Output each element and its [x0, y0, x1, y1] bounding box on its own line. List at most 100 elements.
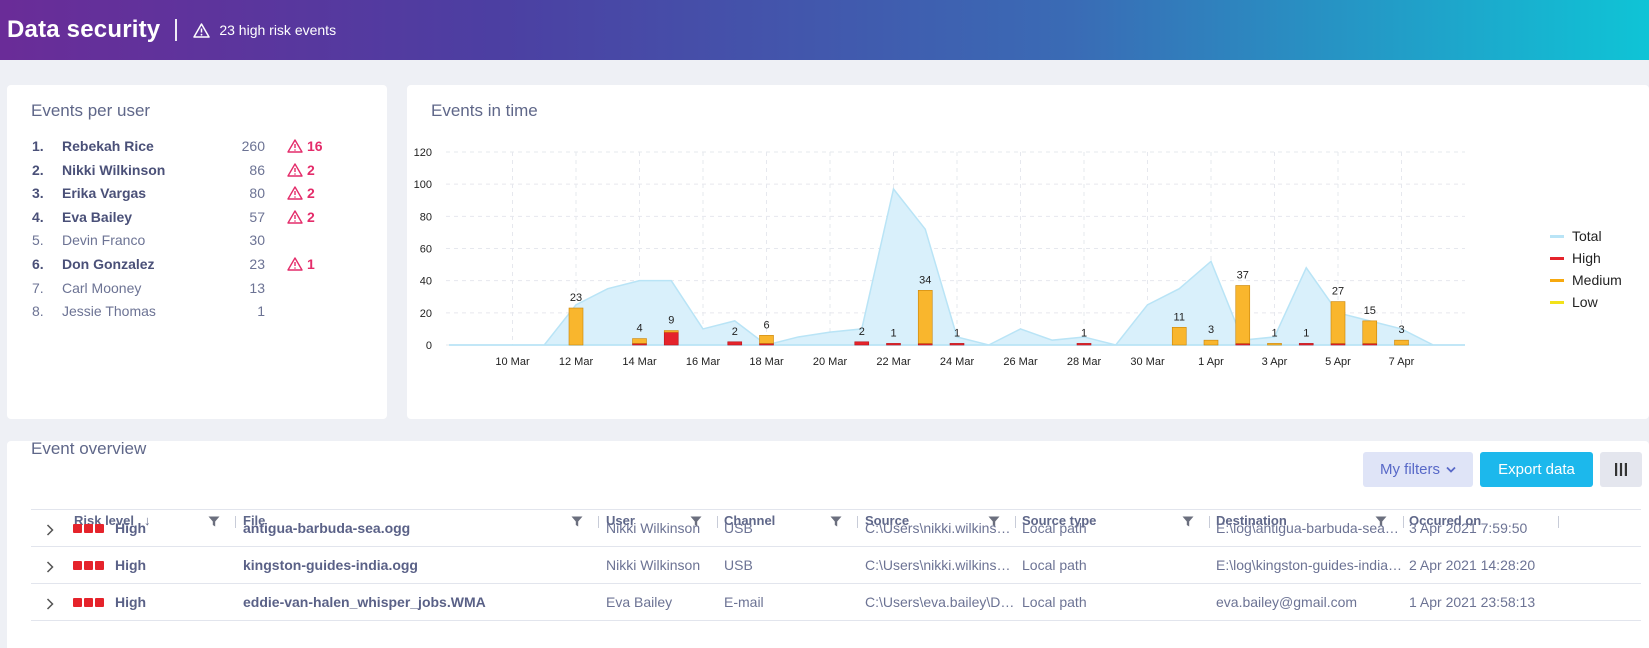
- events-in-time-card: Events in time 0 20 40 60 80 100 120 10 Mar 12 M…: [407, 85, 1649, 419]
- column-header-occured-on[interactable]: Occured on: [1409, 510, 1481, 530]
- event-overview-card: Event overview My filters Export data Ri…: [7, 440, 1649, 648]
- cell-occured: 2 Apr 2021 14:28:20: [1409, 557, 1536, 573]
- x-tick-label: 18 Mar: [749, 356, 784, 368]
- filter-icon[interactable]: [1375, 514, 1387, 532]
- legend-item-total[interactable]: Total: [1550, 225, 1622, 247]
- column-header-label: Source type: [1022, 512, 1097, 528]
- y-tick-label: 60: [420, 244, 432, 256]
- column-header-source-type[interactable]: Source type: [1022, 510, 1096, 530]
- column-divider[interactable]: [1015, 516, 1016, 528]
- user-risk-badge: 2: [287, 209, 315, 225]
- bar-medium: [1171, 327, 1187, 346]
- x-tick-label: 20 Mar: [813, 356, 848, 368]
- chart-legend: Total High Medium Low: [1550, 225, 1622, 313]
- column-divider[interactable]: [1558, 516, 1559, 528]
- cell-file[interactable]: kingston-guides-india.ogg: [243, 557, 418, 573]
- user-row[interactable]: 5. Devin Franco 30: [32, 228, 332, 252]
- column-header-source[interactable]: Source: [865, 510, 909, 530]
- bar-medium: [1203, 339, 1219, 346]
- column-header-destination[interactable]: Destination: [1216, 510, 1287, 530]
- column-divider[interactable]: [598, 516, 599, 528]
- x-tick-label: 26 Mar: [1003, 356, 1038, 368]
- events-in-time-title: Events in time: [431, 101, 538, 120]
- bar-data-label: 1: [1081, 327, 1087, 339]
- columns-icon: [1615, 463, 1627, 476]
- legend-swatch: [1550, 278, 1564, 282]
- filter-icon[interactable]: [1182, 514, 1194, 532]
- column-divider[interactable]: [1403, 516, 1404, 528]
- user-row[interactable]: 6. Don Gonzalez 23 1: [32, 252, 332, 276]
- warning-icon: [287, 162, 303, 177]
- legend-swatch: [1550, 300, 1564, 304]
- column-divider[interactable]: [717, 516, 718, 528]
- page-title: Data security: [7, 16, 161, 43]
- filter-icon[interactable]: [690, 514, 702, 532]
- x-tick-label: 24 Mar: [940, 356, 975, 368]
- legend-item-high[interactable]: High: [1550, 247, 1622, 269]
- my-filters-button[interactable]: My filters: [1363, 452, 1473, 487]
- warning-icon: [287, 210, 303, 224]
- sort-desc-icon[interactable]: ↓: [144, 512, 151, 528]
- risk-level-indicator: [73, 598, 106, 607]
- bar-data-label: 1: [954, 327, 960, 339]
- column-header-user[interactable]: User: [606, 510, 635, 530]
- user-rank: 6.: [32, 256, 44, 272]
- bar-medium: [632, 338, 647, 344]
- cell-risk-level: High: [115, 594, 147, 610]
- columns-button[interactable]: [1600, 452, 1642, 487]
- user-rank: 2.: [32, 161, 44, 178]
- risk-level-indicator: [73, 561, 106, 570]
- expand-row-chevron-icon[interactable]: [46, 523, 54, 541]
- bar-data-label: 9: [668, 315, 674, 327]
- high-risk-alert[interactable]: 23 high risk events: [193, 22, 336, 38]
- column-header-label: User: [606, 512, 635, 528]
- legend-label: Total: [1572, 228, 1602, 244]
- filter-icon[interactable]: [208, 514, 220, 532]
- user-name: Rebekah Rice: [62, 138, 154, 154]
- user-row[interactable]: 2. Nikki Wilkinson 86 2: [32, 158, 332, 182]
- column-header-file[interactable]: File: [243, 510, 265, 530]
- user-name: Carl Mooney: [62, 279, 142, 296]
- bar-high: [949, 343, 965, 346]
- user-event-count: 30: [249, 232, 265, 249]
- bar-medium: [1394, 339, 1409, 346]
- legend-item-medium[interactable]: Medium: [1550, 269, 1622, 291]
- user-row[interactable]: 8. Jessie Thomas 1: [32, 299, 332, 323]
- column-divider[interactable]: [235, 516, 236, 528]
- cell-file[interactable]: eddie-van-halen_whisper_jobs.WMA: [243, 594, 486, 610]
- column-divider[interactable]: [1209, 516, 1210, 528]
- user-event-count: 23: [249, 256, 265, 272]
- user-row[interactable]: 3. Erika Vargas 80 2: [32, 181, 332, 205]
- filter-icon[interactable]: [571, 514, 583, 532]
- column-header-risk-level[interactable]: Risk level ↓: [74, 510, 151, 530]
- expand-row-chevron-icon[interactable]: [46, 597, 54, 615]
- export-data-button[interactable]: Export data: [1480, 452, 1593, 487]
- row-divider: [31, 546, 1641, 547]
- header-divider: [175, 19, 178, 41]
- user-risk-badge: 2: [287, 185, 315, 201]
- cell-file[interactable]: antigua-barbuda-sea.ogg: [243, 520, 411, 536]
- y-tick-label: 20: [420, 308, 432, 320]
- cell-source-type: Local path: [1022, 520, 1087, 536]
- cell-source-type: Local path: [1022, 557, 1087, 573]
- bar-data-label: 37: [1237, 269, 1249, 281]
- cell-occured: 1 Apr 2021 23:58:13: [1409, 594, 1536, 610]
- filter-icon[interactable]: [988, 514, 1000, 532]
- column-header-label: Destination: [1216, 512, 1287, 528]
- bar-high: [854, 341, 870, 346]
- column-header-channel[interactable]: Channel: [724, 510, 775, 530]
- user-row[interactable]: 4. Eva Bailey 57 2: [32, 205, 332, 229]
- legend-item-low[interactable]: Low: [1550, 291, 1622, 313]
- user-event-count: 13: [249, 279, 265, 296]
- filter-icon[interactable]: [830, 514, 842, 532]
- user-risk-count: 2: [307, 185, 315, 202]
- expand-row-chevron-icon[interactable]: [46, 560, 54, 578]
- y-tick-label: 40: [420, 276, 432, 288]
- user-event-count: 86: [249, 161, 265, 178]
- user-row[interactable]: 1. Rebekah Rice 260 16: [32, 134, 332, 158]
- user-row[interactable]: 7. Carl Mooney 13: [32, 276, 332, 300]
- x-tick-label: 16 Mar: [686, 356, 721, 368]
- x-tick-label: 5 Apr: [1325, 356, 1351, 368]
- column-divider[interactable]: [857, 516, 858, 528]
